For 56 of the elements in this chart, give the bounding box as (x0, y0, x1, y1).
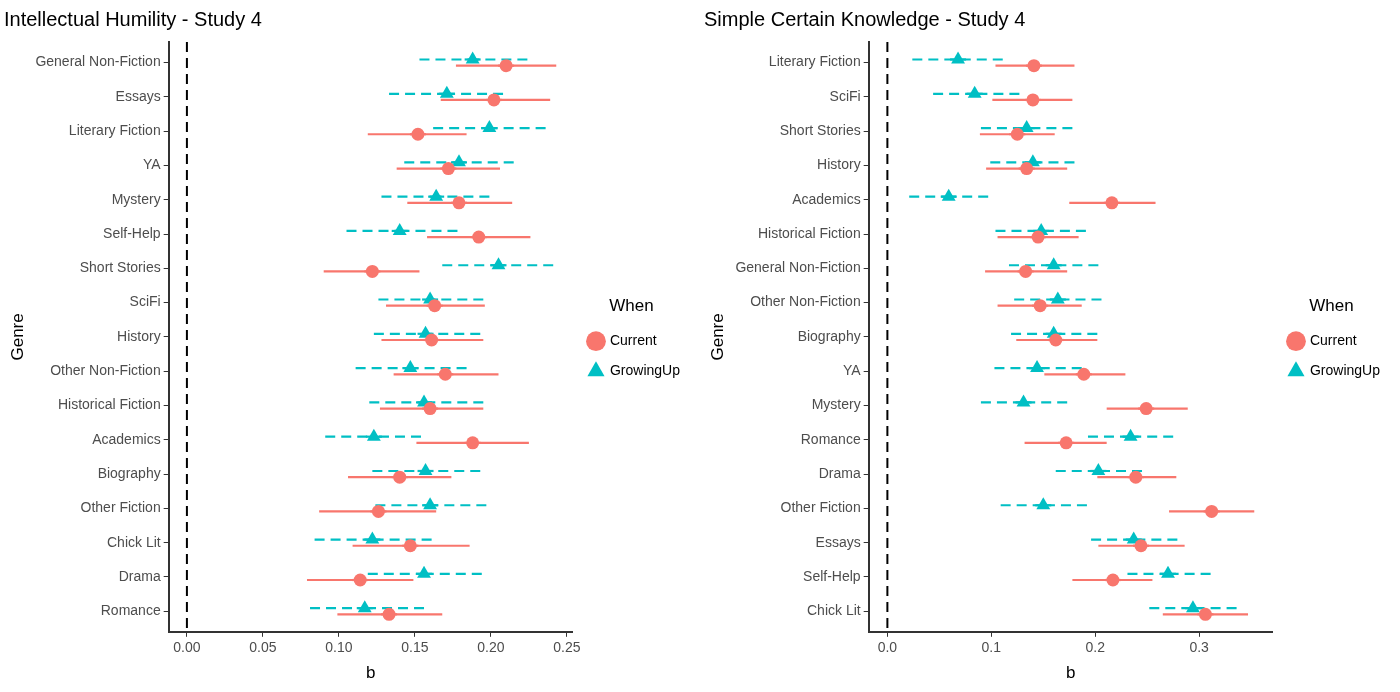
y-tick-label: General Non-Fiction (35, 53, 161, 70)
y-tick-label: Romance (800, 430, 861, 447)
y-tick-label: Historical Fiction (57, 396, 161, 413)
y-tick-label: Mystery (811, 396, 861, 413)
y-tick-label: Short Stories (79, 259, 161, 276)
y-tick-label: Romance (100, 602, 161, 619)
x-axis-title: b (1066, 663, 1076, 683)
x-tick-label: 0.10 (325, 639, 353, 656)
legend-title: When (1309, 295, 1354, 315)
chart-title: Simple Certain Knowledge - Study 4 (704, 7, 1026, 30)
y-tick-label: Other Non-Fiction (50, 362, 161, 379)
y-tick-label: SciFi (129, 293, 161, 310)
y-tick-label: Chick Lit (806, 602, 861, 619)
y-tick-label: Other Fiction (780, 499, 861, 516)
legend-title: When (609, 295, 654, 315)
y-tick-label: General Non-Fiction (735, 259, 861, 276)
y-tick-label: Other Non-Fiction (750, 293, 861, 310)
x-tick-label: 0.20 (477, 639, 505, 656)
legend-label: Current (609, 332, 657, 349)
y-tick-label: Biography (97, 464, 161, 481)
y-tick-label: SciFi (829, 87, 861, 104)
y-axis-title: Genre (7, 313, 27, 361)
y-tick-label: Short Stories (779, 122, 861, 139)
y-tick-label: History (117, 327, 161, 344)
legend-label: GrowingUp (1309, 362, 1381, 379)
x-tick-label: 0.1 (981, 639, 1002, 656)
x-tick-label: 0.3 (1189, 639, 1210, 656)
y-tick-label: Essays (815, 533, 861, 550)
y-tick-label: Historical Fiction (757, 224, 861, 241)
y-tick-label: YA (143, 156, 162, 173)
y-tick-label: Drama (118, 567, 161, 584)
y-tick-label: Self-Help (803, 567, 861, 584)
legend-label: Current (1309, 332, 1357, 349)
y-tick-label: History (817, 156, 861, 173)
x-tick-label: 0.25 (553, 639, 581, 656)
y-tick-label: Academics (792, 190, 861, 207)
y-tick-label: Self-Help (103, 224, 161, 241)
y-tick-label: Mystery (111, 190, 161, 207)
x-tick-label: 0.2 (1085, 639, 1106, 656)
x-tick-label: 0.05 (249, 639, 277, 656)
y-tick-label: Biography (797, 327, 861, 344)
y-tick-label: Other Fiction (80, 499, 161, 516)
x-tick-label: 0.15 (401, 639, 429, 656)
chart-title: Intellectual Humility - Study 4 (4, 7, 262, 30)
y-tick-label: Literary Fiction (768, 53, 861, 70)
y-tick-label: Academics (92, 430, 161, 447)
y-tick-label: Literary Fiction (68, 122, 161, 139)
x-tick-label: 0.0 (877, 639, 898, 656)
y-axis-title: Genre (707, 313, 727, 361)
x-tick-label: 0.00 (173, 639, 201, 656)
legend-label: GrowingUp (609, 362, 681, 379)
x-axis-title: b (366, 663, 376, 683)
y-tick-label: Essays (115, 87, 161, 104)
y-tick-label: YA (843, 362, 862, 379)
y-tick-label: Drama (818, 464, 861, 481)
y-tick-label: Chick Lit (106, 533, 161, 550)
